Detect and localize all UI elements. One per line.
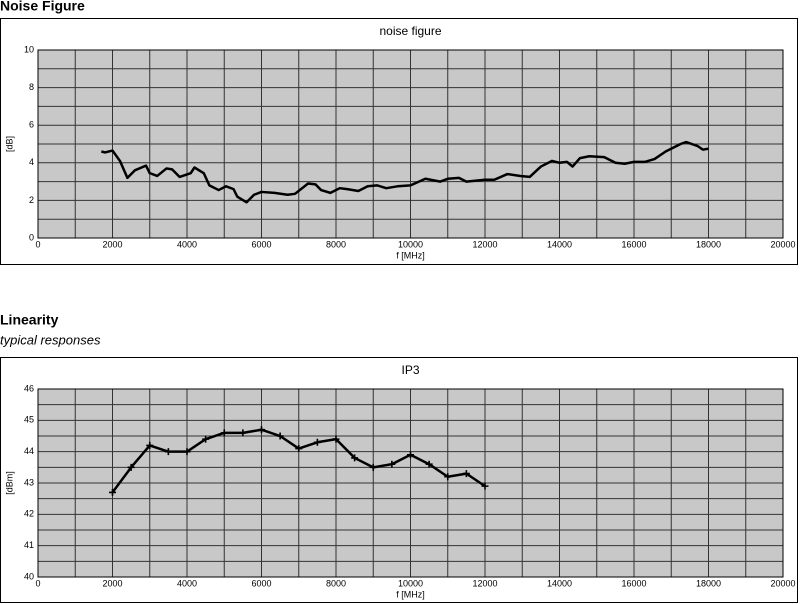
data-marker <box>258 426 265 434</box>
data-marker <box>351 454 359 462</box>
y-tick-label: 43 <box>24 477 34 487</box>
data-marker <box>164 448 172 456</box>
data-marker <box>276 432 284 440</box>
x-axis-label: f [MHz] <box>396 250 425 260</box>
y-tick-label: 44 <box>24 446 34 456</box>
x-tick-label: 18000 <box>696 239 721 249</box>
x-tick-label: 14000 <box>547 239 572 249</box>
plot-border <box>37 388 784 578</box>
section-title: Noise Figure <box>0 0 85 14</box>
section-title: Linearity <box>0 312 59 328</box>
y-tick-label: 6 <box>29 120 34 130</box>
x-tick-label: 18000 <box>696 578 721 588</box>
x-tick-label: 0 <box>35 578 40 588</box>
data-marker <box>407 451 414 459</box>
data-marker <box>239 429 247 437</box>
x-tick-label: 6000 <box>251 239 271 249</box>
x-tick-label: 14000 <box>547 578 572 588</box>
data-marker <box>127 463 135 471</box>
x-tick-label: 8000 <box>326 239 346 249</box>
x-tick-label: 2000 <box>102 239 122 249</box>
section-subtitle: typical responses <box>0 332 101 347</box>
y-tick-label: 4 <box>29 157 34 167</box>
data-marker <box>295 445 303 453</box>
data-marker <box>332 435 340 443</box>
x-tick-label: 4000 <box>177 239 197 249</box>
y-tick-label: 2 <box>29 195 34 205</box>
y-tick-label: 0 <box>29 232 34 242</box>
x-axis-label: f [MHz] <box>396 589 425 599</box>
y-tick-label: 40 <box>24 571 34 581</box>
x-tick-label: 12000 <box>472 239 497 249</box>
y-axis-label: [dBm] <box>4 471 14 495</box>
x-tick-label: 10000 <box>398 239 423 249</box>
data-marker <box>444 473 452 481</box>
y-axis-label: [dB] <box>4 136 14 152</box>
data-line <box>101 140 709 204</box>
x-tick-label: 2000 <box>102 578 122 588</box>
data-marker <box>109 488 116 496</box>
y-tick-label: 42 <box>24 509 34 519</box>
x-tick-label: 4000 <box>177 578 197 588</box>
x-tick-label: 16000 <box>621 578 646 588</box>
x-tick-label: 6000 <box>251 578 271 588</box>
y-tick-label: 8 <box>29 82 34 92</box>
plot-border <box>37 49 784 239</box>
y-tick-label: 41 <box>24 540 34 550</box>
data-marker <box>146 441 154 449</box>
data-marker <box>481 482 489 490</box>
data-marker <box>369 463 377 471</box>
data-marker <box>202 435 210 443</box>
data-marker <box>183 448 191 456</box>
data-marker <box>425 460 433 468</box>
x-tick-label: 8000 <box>326 578 346 588</box>
data-marker <box>220 429 228 437</box>
x-tick-label: 16000 <box>621 239 646 249</box>
data-marker <box>462 470 470 478</box>
x-tick-label: 12000 <box>472 578 497 588</box>
y-tick-label: 45 <box>24 415 34 425</box>
chart-title: noise figure <box>379 24 441 38</box>
x-tick-label: 20000 <box>770 578 795 588</box>
data-marker <box>388 460 396 468</box>
data-marker <box>313 438 321 446</box>
chart-title: IP3 <box>401 363 419 377</box>
x-tick-label: 20000 <box>770 239 795 249</box>
x-tick-label: 10000 <box>398 578 423 588</box>
y-tick-label: 10 <box>24 44 34 54</box>
x-tick-label: 0 <box>35 239 40 249</box>
y-tick-label: 46 <box>24 383 34 393</box>
